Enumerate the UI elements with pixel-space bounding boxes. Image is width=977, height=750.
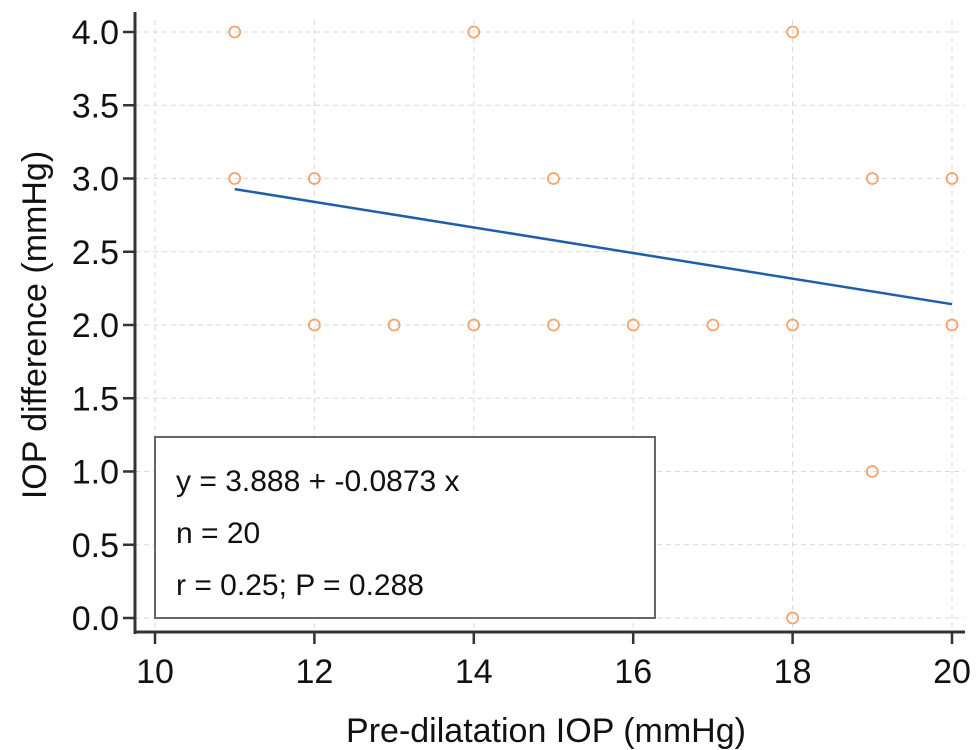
y-tick-label: 0.0	[72, 600, 119, 638]
sample-size: n = 20	[176, 517, 260, 550]
x-tick-label: 14	[455, 653, 493, 691]
y-tick-label: 0.5	[72, 527, 119, 565]
y-tick-label: 1.5	[72, 380, 119, 418]
y-tick-label: 1.0	[72, 454, 119, 492]
y-tick-label: 4.0	[72, 14, 119, 52]
y-tick-label: 3.5	[72, 87, 119, 125]
regression-line	[234, 187, 953, 306]
data-point	[307, 318, 321, 332]
x-axis-title: Pre-dilatation IOP (mmHg)	[346, 712, 746, 750]
data-point	[786, 25, 799, 39]
y-tick-label: 3.0	[72, 161, 119, 199]
data-point	[547, 318, 560, 332]
data-point	[786, 611, 799, 625]
data-point	[547, 172, 560, 185]
x-tick-label: 16	[614, 653, 652, 691]
axis-labels: Pre-dilatation IOP (mmHg) IOP difference …	[16, 151, 746, 750]
data-point	[626, 318, 640, 332]
x-tick-label: 10	[136, 653, 174, 691]
regression-equation: y = 3.888 + -0.0873 x	[176, 465, 460, 498]
data-point	[467, 318, 481, 332]
data-point	[865, 172, 879, 185]
annotation-box	[154, 436, 656, 619]
y-tick-label: 2.0	[72, 307, 119, 345]
data-point	[865, 465, 879, 478]
data-point	[945, 318, 959, 332]
data-point	[387, 318, 401, 332]
y-tick-label: 2.5	[72, 234, 119, 272]
data-points	[228, 25, 959, 625]
data-point	[307, 172, 321, 185]
correlation-stats: r = 0.25; P = 0.288	[176, 569, 424, 602]
data-point	[706, 318, 720, 332]
y-axis-title: IOP difference (mmHg)	[16, 151, 54, 499]
data-point	[228, 172, 242, 185]
regression-line-layer	[234, 187, 953, 306]
axes: 0.0 0.5 1.0 1.5 2.0 2.5 3.0 3.5 4.0 10 12 14 16 18 20	[72, 12, 971, 691]
data-point	[228, 25, 242, 39]
stats-annotation: y = 3.888 + -0.0873 x n = 20 r = 0.25; P =…	[154, 436, 656, 619]
x-tick-label: 12	[295, 653, 333, 691]
data-point	[786, 318, 799, 332]
data-point	[945, 172, 959, 185]
data-point	[467, 25, 481, 39]
x-tick-label: 20	[933, 653, 971, 691]
x-tick-label: 18	[774, 653, 812, 691]
